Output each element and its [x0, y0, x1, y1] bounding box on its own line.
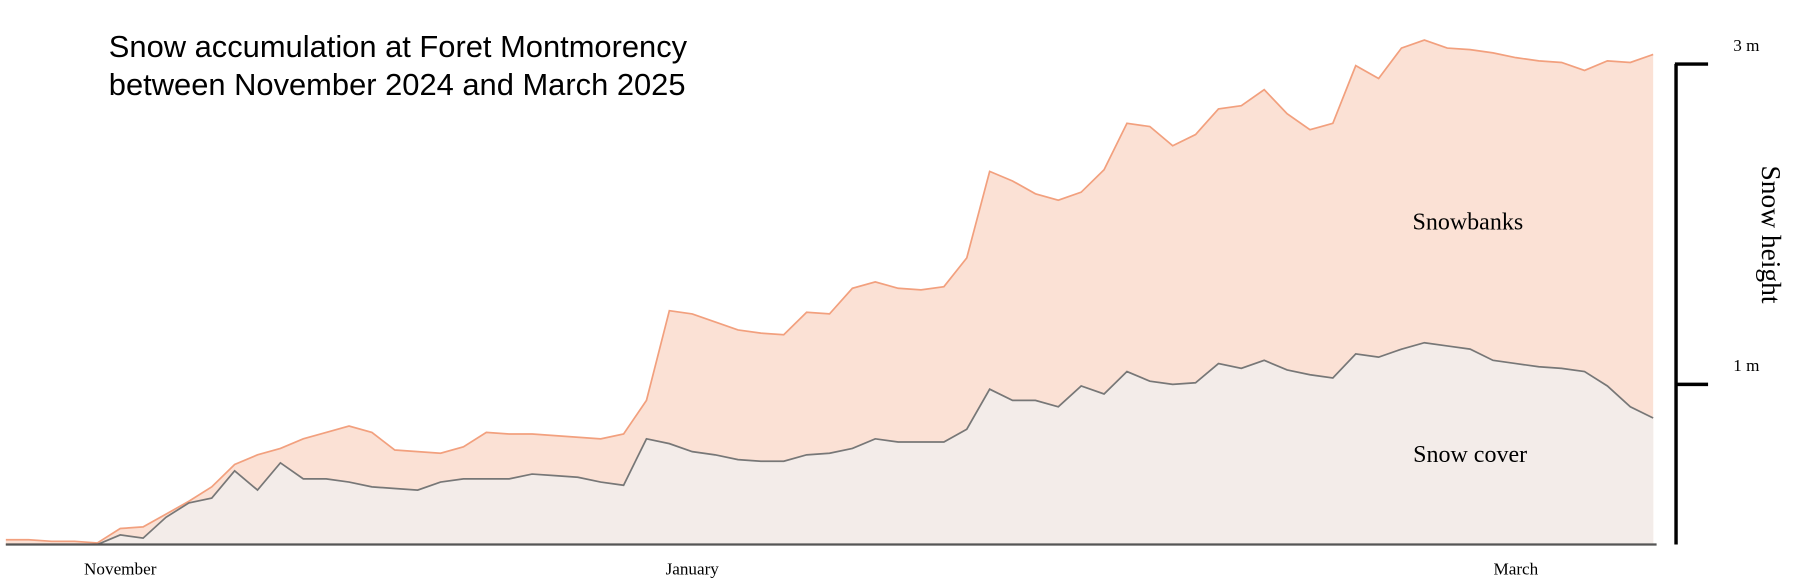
y-tick-label: 3 m — [1733, 36, 1760, 55]
x-tick-label: November — [84, 559, 157, 578]
series-label: Snowbanks — [1412, 210, 1523, 236]
series-label: Snow cover — [1413, 442, 1527, 468]
x-tick-label: March — [1494, 559, 1539, 578]
line — [5, 39, 1654, 544]
x-tick-label: January — [666, 559, 720, 578]
area — [5, 342, 1654, 545]
line — [5, 341, 1654, 546]
y-tick-label: 1 m — [1733, 356, 1760, 375]
y-axis-title: Snow height — [1756, 166, 1786, 304]
chart-title: Snow accumulation at Foret Montmorency — [109, 29, 688, 64]
chart-title: between November 2024 and March 2025 — [109, 67, 686, 102]
